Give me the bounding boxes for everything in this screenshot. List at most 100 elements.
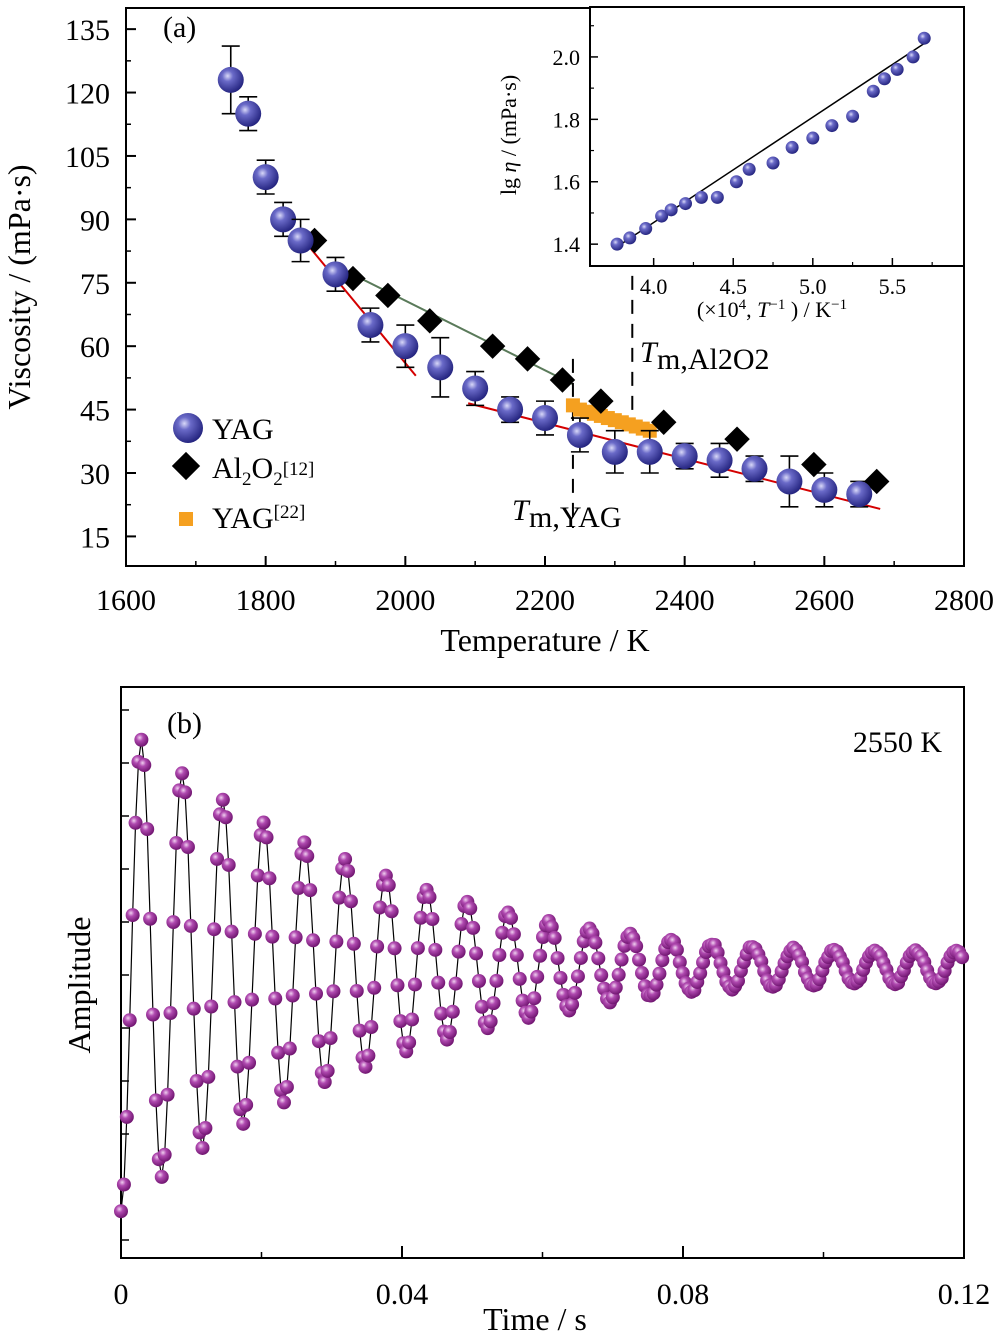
y-tick-label-a: 45 (80, 395, 110, 428)
amplitude-point (451, 944, 466, 959)
amplitude-point (536, 930, 551, 945)
inset-data-point (655, 209, 669, 223)
amplitude-point (434, 1006, 449, 1021)
amplitude-point (506, 927, 521, 942)
inset-data-point (742, 162, 756, 176)
legend-label-yag22: YAG[22] (212, 502, 305, 535)
amplitude-point (588, 935, 603, 950)
legend-marker-al2o2 (171, 451, 201, 481)
data-point-yag (532, 400, 558, 436)
amplitude-point (530, 969, 545, 984)
data-point-yag (392, 324, 419, 369)
amplitude-point (693, 966, 708, 981)
data-point-al2o2 (724, 426, 750, 452)
amplitude-point (570, 969, 585, 984)
amplitude-point (282, 1041, 297, 1056)
amplitude-point (361, 1048, 376, 1063)
melting-label-yag-t: T (512, 494, 531, 527)
amplitude-point (442, 1025, 457, 1040)
amplitude-point (306, 933, 321, 948)
inset-data-point (639, 222, 653, 236)
amplitude-point (358, 1059, 373, 1074)
data-point-al2o2 (375, 282, 401, 309)
amplitude-point (387, 941, 402, 956)
amplitude-point (669, 942, 684, 957)
y-tick-label-a: 75 (80, 268, 110, 301)
panel-a-label: (a) (163, 11, 196, 44)
data-point-al2o2 (514, 346, 541, 372)
amplitude-point (262, 871, 277, 886)
inset-data-point (694, 190, 708, 204)
amplitude-point (239, 1097, 254, 1112)
amplitude-point (463, 901, 478, 916)
y-tick-label-a: 15 (80, 521, 110, 554)
amplitude-point (614, 952, 629, 967)
inset-data-point (877, 72, 891, 86)
amplitude-point (227, 995, 242, 1010)
inset-data-point (623, 231, 637, 245)
yag-marker (235, 100, 262, 127)
amplitude-point (352, 1023, 367, 1038)
amplitude-point (556, 987, 571, 1002)
amplitude-point (489, 973, 504, 988)
yag-marker (532, 405, 558, 432)
yag-marker (741, 455, 768, 482)
inset-y-axis-title: lg η / (mPa·s) (496, 75, 521, 195)
x-tick-label-a: 2800 (934, 584, 994, 617)
amplitude-point (148, 1093, 163, 1108)
temperature-annotation: 2550 K (853, 726, 943, 759)
amplitude-point (431, 975, 446, 990)
data-point-yag (427, 336, 454, 398)
amplitude-point (629, 939, 644, 954)
amplitude-point (955, 950, 970, 965)
amplitude-point (169, 835, 184, 850)
inset-data-point (710, 190, 724, 204)
amplitude-point (553, 970, 568, 985)
amplitude-point (471, 974, 486, 989)
yag-marker (252, 164, 279, 191)
yag-marker (811, 476, 838, 503)
y-tick-label-a: 135 (65, 14, 110, 47)
inset-data-point (846, 109, 860, 123)
x-tick-label-a: 2400 (655, 584, 715, 617)
amplitude-point (346, 936, 361, 951)
melting-label-al2o2: T m,Al2O2 (640, 336, 770, 376)
amplitude-point (250, 868, 265, 883)
inset-chart: 4.0 4.5 5.0 5.5 1.4 1.6 1.8 2.0 (×104, T−1 ) / … (496, 6, 965, 322)
yag-marker (601, 438, 628, 465)
amplitude-point (649, 977, 664, 992)
yag-marker (671, 443, 698, 470)
amplitude-point (469, 946, 484, 961)
amplitude-point (338, 852, 353, 867)
amplitude-point (349, 983, 364, 998)
amplitude-point (276, 1095, 291, 1110)
amplitude-point (178, 785, 193, 800)
amplitude-point (332, 890, 347, 905)
x-tick-label-a: 2000 (375, 584, 435, 617)
amplitude-point (454, 917, 469, 932)
legend-label-al2o2: Al2O2[12] (212, 452, 314, 490)
amplitude-point (367, 980, 382, 995)
amplitude-point (204, 999, 219, 1014)
y-tick-label-a: 105 (65, 141, 110, 174)
yag-marker (566, 421, 593, 448)
amplitude-point (370, 939, 385, 954)
data-point-yag (566, 417, 593, 453)
amplitude-point (550, 951, 565, 966)
inset-y-tick-label: 2.0 (553, 45, 581, 70)
amplitude-point (428, 942, 443, 957)
amplitude-point (189, 1074, 204, 1089)
x-tick-label-b: 0.08 (657, 1278, 710, 1311)
inset-data-point (825, 119, 839, 133)
inset-x-tick-label: 5.5 (879, 274, 907, 299)
data-point-yag (601, 429, 628, 474)
amplitude-point (186, 1001, 201, 1016)
amplitude-point (140, 822, 155, 837)
amplitude-point (492, 947, 507, 962)
inset-x-tick-label: 4.0 (640, 274, 668, 299)
data-point-al2o2 (801, 451, 827, 478)
amplitude-point (195, 1140, 210, 1155)
melting-label-al2o2-sub: m,Al2O2 (657, 343, 770, 376)
amplitude-point (224, 924, 239, 939)
